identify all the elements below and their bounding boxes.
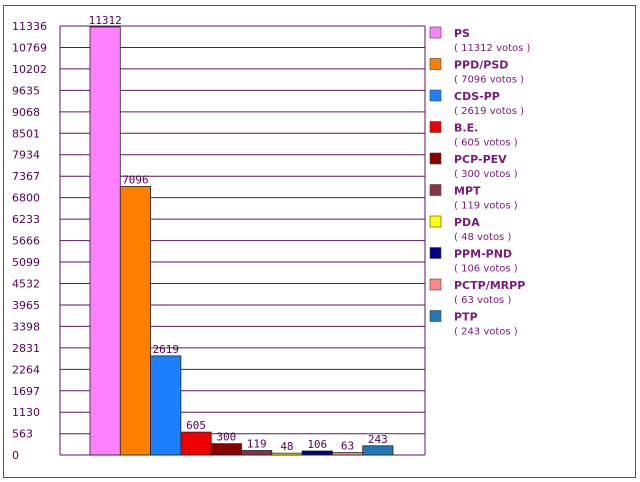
bar-mpt <box>241 450 273 456</box>
data-label: 300 <box>216 431 236 444</box>
legend-votes: ( 243 votos ) <box>454 327 518 338</box>
data-label: 7096 <box>122 173 149 186</box>
legend-swatch <box>429 247 442 259</box>
legend-label: PPD/PSD <box>454 59 508 72</box>
bar-ppd-psd <box>119 186 152 456</box>
y-tick-label: 7367 <box>12 170 40 183</box>
data-label: 605 <box>186 419 206 432</box>
legend-swatch <box>429 184 442 196</box>
y-tick-label: 11336 <box>12 20 47 33</box>
data-label: 243 <box>368 433 388 446</box>
data-label: 119 <box>247 437 267 450</box>
y-tick-label: 5666 <box>12 235 40 248</box>
legend-swatch <box>429 58 442 70</box>
chart-frame <box>3 5 636 478</box>
legend-swatch <box>429 215 442 228</box>
y-tick-label: 563 <box>12 428 33 441</box>
bar-pda <box>271 452 303 456</box>
y-tick-label: 8501 <box>12 127 40 140</box>
y-tick-label: 6233 <box>12 213 40 226</box>
y-tick-label: 3965 <box>12 299 40 312</box>
y-tick-label: 5099 <box>12 256 40 269</box>
legend-swatch <box>429 89 442 102</box>
legend-label: PTP <box>454 311 478 324</box>
y-tick-label: 1697 <box>12 385 40 398</box>
legend-label: CDS-PP <box>454 90 500 103</box>
y-tick-label: 0 <box>12 449 19 462</box>
legend-label: PDA <box>454 216 480 229</box>
legend-votes: ( 119 votos ) <box>454 201 518 212</box>
bar-pctp-mrpp <box>331 452 364 456</box>
legend-votes: ( 48 votos ) <box>454 232 511 243</box>
legend-label: MPT <box>454 185 481 198</box>
legend-votes: ( 11312 votos ) <box>454 43 531 54</box>
y-tick-label: 4532 <box>12 277 40 290</box>
legend-swatch <box>429 152 442 165</box>
y-tick-label: 3398 <box>12 320 40 333</box>
bar-ptp <box>362 445 394 456</box>
bar-b-e- <box>180 431 212 456</box>
legend-votes: ( 2619 votos ) <box>454 106 524 117</box>
legend-swatch <box>429 26 442 39</box>
legend-swatch <box>429 278 442 291</box>
y-tick-label: 1130 <box>12 406 40 419</box>
y-tick-label: 9068 <box>12 106 40 119</box>
legend-votes: ( 7096 votos ) <box>454 75 524 86</box>
data-label: 106 <box>307 438 327 451</box>
y-tick-label: 9635 <box>12 84 40 97</box>
bar-cds-pp <box>150 355 182 456</box>
legend-votes: ( 63 votos ) <box>454 295 511 306</box>
data-label: 48 <box>280 440 293 453</box>
bar-ppm-pnd <box>301 450 333 456</box>
data-label: 2619 <box>153 343 180 356</box>
y-tick-label: 10202 <box>12 63 47 76</box>
legend-votes: ( 300 votos ) <box>454 169 518 180</box>
bar-pcp-pev <box>210 443 242 456</box>
data-label: 11312 <box>89 14 122 27</box>
data-label: 63 <box>341 440 354 453</box>
y-tick-label: 10769 <box>12 41 47 54</box>
legend-swatch <box>429 121 442 133</box>
legend-label: PCP-PEV <box>454 153 507 166</box>
y-tick-label: 2831 <box>12 342 40 355</box>
bar-ps <box>89 26 121 456</box>
y-tick-label: 6800 <box>12 192 40 205</box>
legend-votes: ( 106 votos ) <box>454 264 518 275</box>
legend-label: PPM-PND <box>454 248 512 261</box>
y-tick-label: 7934 <box>12 149 40 162</box>
y-tick-label: 2264 <box>12 363 40 376</box>
legend-label: B.E. <box>454 122 478 135</box>
legend-label: PCTP/MRPP <box>454 279 525 292</box>
legend-label: PS <box>454 27 470 40</box>
legend-swatch <box>429 310 442 322</box>
legend-votes: ( 605 votos ) <box>454 138 518 149</box>
